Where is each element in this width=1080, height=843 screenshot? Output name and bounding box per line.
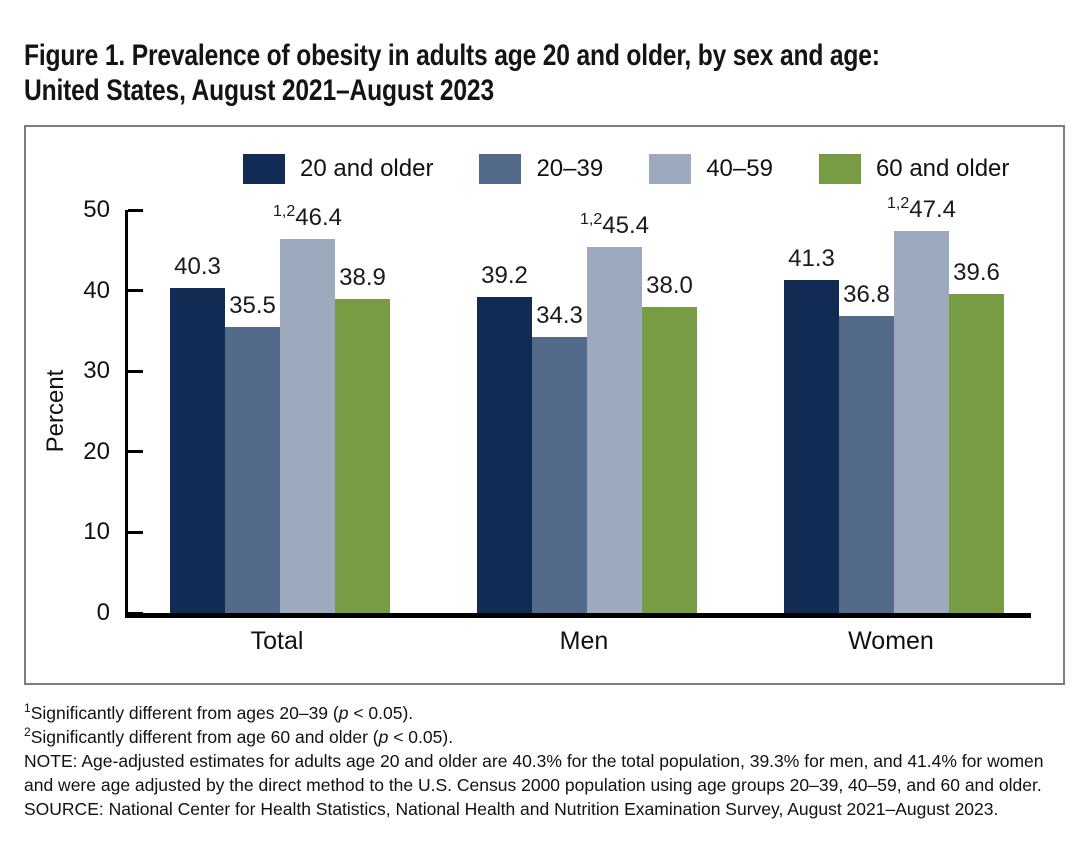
bar-total-40-59: 1,246.4 xyxy=(273,204,342,613)
bar-value-label: 41.3 xyxy=(788,245,835,273)
legend-item-4: 60 and older xyxy=(818,154,1010,184)
legend-label: 60 and older xyxy=(875,155,1010,182)
footnote-line-2: 2Significantly different from age 60 and… xyxy=(24,725,1064,749)
footnote-text: SOURCE: National Center for Health Stati… xyxy=(24,799,999,819)
bar-women-20-39: 36.8 xyxy=(839,281,894,613)
x-axis-label-men: Men xyxy=(559,627,609,655)
bar-value-label: 36.8 xyxy=(843,281,890,309)
bar-value-label: 1,245.4 xyxy=(580,211,649,240)
x-axis-label-women: Women xyxy=(848,627,934,655)
legend-label: 40–59 xyxy=(706,155,773,182)
footnote-superscript: 2 xyxy=(24,725,31,740)
y-tick-mark-20 xyxy=(128,450,143,454)
y-tick-label-40: 40 xyxy=(83,276,110,304)
bar-total-60-and-older: 38.9 xyxy=(335,264,390,613)
legend-label: 20 and older xyxy=(300,155,434,182)
footnote-line-3: NOTE: Age-adjusted estimates for adults … xyxy=(24,749,1064,797)
chart-frame: 20 and older 20–39 40–59 60 and older Perce… xyxy=(24,125,1065,685)
footnote-text: p xyxy=(378,727,389,747)
chart-legend: 20 and older 20–39 40–59 60 and older xyxy=(243,154,1009,184)
bar-value-label: 40.3 xyxy=(174,253,221,281)
legend-item-2: 20–39 xyxy=(479,154,603,184)
bar-men-20-and-older: 39.2 xyxy=(477,262,532,613)
y-tick-label-0: 0 xyxy=(96,599,110,626)
bar-men-40-59: 1,245.4 xyxy=(580,212,649,613)
bar-women-60-and-older: 39.6 xyxy=(949,259,1004,613)
legend-item-1: 20 and older xyxy=(243,154,433,184)
y-tick-mark-10 xyxy=(128,530,143,534)
y-tick-label-30: 30 xyxy=(83,357,110,385)
legend-swatch-icon xyxy=(818,154,861,184)
legend-swatch-icon xyxy=(243,154,285,184)
figure-title: Figure 1. Prevalence of obesity in adult… xyxy=(24,38,1068,108)
x-axis-category-labels: Total Men Women xyxy=(125,627,1070,656)
legend-swatch-icon xyxy=(649,154,692,184)
bar-women-40-59: 1,247.4 xyxy=(887,195,956,613)
bar-men-20-39: 34.3 xyxy=(532,302,587,613)
bar-groups: 40.3 35.5 1,246.4 38.9 39.2 34.3 1,245.4 38.0 41… xyxy=(128,195,1031,613)
bar-value-label: 38.0 xyxy=(646,271,693,299)
figure-title-line2: United States, August 2021–August 2023 xyxy=(24,74,494,107)
footnote-text: Significantly different from ages 20–39 … xyxy=(30,703,339,723)
footnote-superscript: 1 xyxy=(24,701,31,716)
y-tick-label-50: 50 xyxy=(83,196,110,223)
bar-value-label: 38.9 xyxy=(339,264,386,292)
bar-value-label: 39.6 xyxy=(953,258,1000,286)
bar-men-60-and-older: 38.0 xyxy=(642,272,697,613)
y-tick-label-20: 20 xyxy=(83,437,110,465)
significance-superscript: 1,2 xyxy=(887,194,910,212)
bar-total-20-and-older: 40.3 xyxy=(170,253,225,613)
bar-group-total: 40.3 35.5 1,246.4 38.9 xyxy=(170,204,390,613)
bar-value-label: 39.2 xyxy=(481,262,528,290)
legend-label: 20–39 xyxy=(536,155,604,182)
y-tick-mark-30 xyxy=(128,369,143,373)
y-tick-label-10: 10 xyxy=(83,518,110,546)
significance-superscript: 1,2 xyxy=(580,211,603,229)
bar-value-label: 35.5 xyxy=(229,291,276,319)
bar-women-20-and-older: 41.3 xyxy=(784,245,839,613)
bar-total-20-39: 35.5 xyxy=(225,292,280,613)
y-tick-mark-50 xyxy=(128,208,143,212)
bar-group-men: 39.2 34.3 1,245.4 38.0 xyxy=(477,210,697,613)
footnote-text: NOTE: Age-adjusted estimates for adults … xyxy=(24,751,1044,795)
significance-superscript: 1,2 xyxy=(273,203,296,221)
footnote-line-4: SOURCE: National Center for Health Stati… xyxy=(24,797,1064,821)
bar-value-label: 1,247.4 xyxy=(887,194,956,223)
bar-value-label: 1,246.4 xyxy=(273,203,342,232)
footnote-text: < 0.05). xyxy=(348,703,414,723)
plot-area: 40.3 35.5 1,246.4 38.9 39.2 34.3 1,245.4 38.0 41… xyxy=(125,195,1031,618)
figure-title-line1: Figure 1. Prevalence of obesity in adult… xyxy=(24,39,880,72)
bar-value-label: 34.3 xyxy=(536,301,583,329)
footnotes: 1Significantly different from ages 20–39… xyxy=(24,701,1064,821)
legend-item-3: 40–59 xyxy=(649,154,773,184)
bar-group-women: 41.3 36.8 1,247.4 39.6 xyxy=(784,195,1004,613)
footnote-text: < 0.05). xyxy=(388,727,454,747)
y-tick-mark-40 xyxy=(128,289,143,293)
footnote-text: p xyxy=(338,703,349,723)
footnote-text: Significantly different from age 60 and … xyxy=(30,727,379,747)
y-tick-mark-0 xyxy=(128,611,143,615)
footnote-line-1: 1Significantly different from ages 20–39… xyxy=(24,701,1064,725)
x-axis-label-total: Total xyxy=(250,627,304,655)
legend-swatch-icon xyxy=(479,154,522,184)
